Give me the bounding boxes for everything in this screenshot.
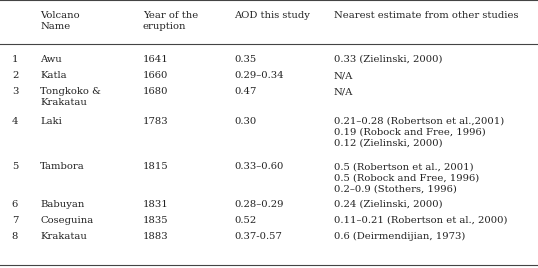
Text: Katla: Katla: [40, 71, 67, 80]
Text: N/A: N/A: [334, 71, 353, 80]
Text: 0.6 (Deirmendijian, 1973): 0.6 (Deirmendijian, 1973): [334, 232, 465, 241]
Text: 5: 5: [12, 162, 18, 171]
Text: 6: 6: [12, 200, 18, 209]
Text: 0.33 (Zielinski, 2000): 0.33 (Zielinski, 2000): [334, 55, 442, 64]
Text: 1835: 1835: [143, 216, 168, 225]
Text: 1783: 1783: [143, 117, 168, 126]
Text: Krakatau: Krakatau: [40, 232, 87, 241]
Text: 8: 8: [12, 232, 18, 241]
Text: Year of the
eruption: Year of the eruption: [143, 11, 198, 31]
Text: 0.24 (Zielinski, 2000): 0.24 (Zielinski, 2000): [334, 200, 442, 209]
Text: 0.29–0.34: 0.29–0.34: [234, 71, 284, 80]
Text: 0.30: 0.30: [234, 117, 256, 126]
Text: 1815: 1815: [143, 162, 168, 171]
Text: 1641: 1641: [143, 55, 168, 64]
Text: 0.5 (Robertson et al., 2001)
0.5 (Robock and Free, 1996)
0.2–0.9 (Stothers, 1996: 0.5 (Robertson et al., 2001) 0.5 (Robock…: [334, 162, 479, 193]
Text: 1831: 1831: [143, 200, 168, 209]
Text: Coseguina: Coseguina: [40, 216, 94, 225]
Text: 0.47: 0.47: [234, 87, 257, 96]
Text: 0.33–0.60: 0.33–0.60: [234, 162, 284, 171]
Text: Babuyan: Babuyan: [40, 200, 84, 209]
Text: 1660: 1660: [143, 71, 168, 80]
Text: 0.21–0.28 (Robertson et al.,2001)
0.19 (Robock and Free, 1996)
0.12 (Zielinski, : 0.21–0.28 (Robertson et al.,2001) 0.19 (…: [334, 117, 504, 148]
Text: Tongkoko &
Krakatau: Tongkoko & Krakatau: [40, 87, 101, 107]
Text: 2: 2: [12, 71, 18, 80]
Text: 0.37-0.57: 0.37-0.57: [234, 232, 282, 241]
Text: 1: 1: [12, 55, 18, 64]
Text: Volcano
Name: Volcano Name: [40, 11, 80, 31]
Text: 4: 4: [12, 117, 18, 126]
Text: 0.35: 0.35: [234, 55, 256, 64]
Text: 0.52: 0.52: [234, 216, 256, 225]
Text: 0.11–0.21 (Robertson et al., 2000): 0.11–0.21 (Robertson et al., 2000): [334, 216, 507, 225]
Text: Nearest estimate from other studies: Nearest estimate from other studies: [334, 11, 518, 20]
Text: 1680: 1680: [143, 87, 168, 96]
Text: Awu: Awu: [40, 55, 62, 64]
Text: 1883: 1883: [143, 232, 168, 241]
Text: AOD this study: AOD this study: [234, 11, 310, 20]
Text: Laki: Laki: [40, 117, 62, 126]
Text: 0.28–0.29: 0.28–0.29: [234, 200, 284, 209]
Text: N/A: N/A: [334, 87, 353, 96]
Text: 7: 7: [12, 216, 18, 225]
Text: 3: 3: [12, 87, 18, 96]
Text: Tambora: Tambora: [40, 162, 85, 171]
